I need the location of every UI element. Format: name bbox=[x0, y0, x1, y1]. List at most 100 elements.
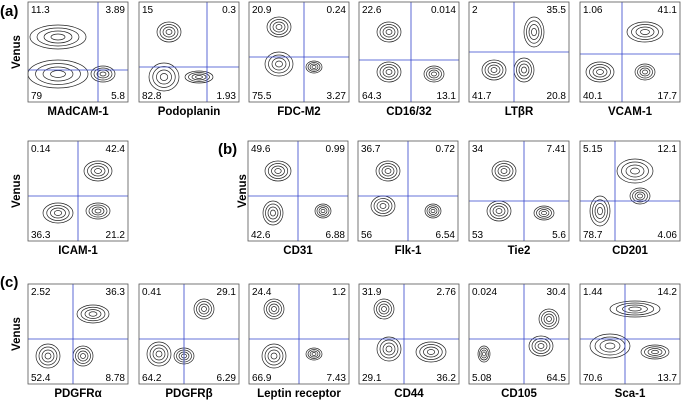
quadrant-value: 2.52 bbox=[31, 287, 51, 298]
contour bbox=[538, 308, 560, 330]
contour bbox=[261, 343, 287, 369]
contour bbox=[484, 62, 504, 78]
contour bbox=[375, 160, 401, 182]
quadrant-value: 75.5 bbox=[252, 91, 272, 102]
quadrant-value: 64.3 bbox=[362, 91, 382, 102]
contour bbox=[264, 160, 292, 182]
quadrant-value: 78.7 bbox=[583, 230, 603, 241]
quadrant-value: 64.5 bbox=[547, 373, 567, 384]
plot-frame bbox=[27, 283, 129, 385]
quadrant-value: 35.5 bbox=[547, 5, 567, 16]
contour bbox=[628, 306, 642, 312]
plot: 20.9 0.24 75.5 3.27 bbox=[248, 1, 350, 103]
plot-frame bbox=[357, 140, 459, 242]
contour bbox=[267, 349, 281, 363]
quadrant-value: 2.76 bbox=[437, 287, 457, 298]
quadrant-value: 22.6 bbox=[362, 5, 382, 16]
quadrant-value: 30.4 bbox=[547, 287, 567, 298]
contour bbox=[274, 168, 282, 174]
contour bbox=[265, 203, 281, 223]
contour bbox=[36, 27, 80, 47]
quadrant-value: 20.9 bbox=[252, 5, 272, 16]
contour bbox=[644, 346, 666, 358]
x-axis-label: ICAM-1 bbox=[58, 245, 98, 257]
contour bbox=[165, 29, 173, 35]
quadrant-value: 12.1 bbox=[658, 144, 678, 155]
contour bbox=[267, 206, 279, 220]
contour bbox=[589, 333, 631, 359]
plot-frame bbox=[468, 140, 570, 242]
quadrant-value: 2 bbox=[472, 5, 478, 16]
y-axis-label: Venus bbox=[11, 174, 23, 208]
contour bbox=[271, 57, 287, 71]
quadrant-value: 6.88 bbox=[326, 230, 346, 241]
plot: 1.44 14.2 70.6 13.7 bbox=[579, 283, 681, 385]
contour bbox=[152, 66, 176, 88]
contour bbox=[87, 163, 109, 179]
contour bbox=[521, 66, 527, 74]
contour bbox=[431, 71, 437, 77]
contour bbox=[72, 345, 94, 367]
contour bbox=[596, 69, 604, 75]
contour bbox=[647, 348, 663, 356]
quadrant-value: 13.7 bbox=[658, 373, 678, 384]
x-axis-label: CD44 bbox=[394, 388, 424, 400]
contour bbox=[196, 301, 212, 317]
contour bbox=[268, 54, 290, 74]
contour bbox=[477, 345, 491, 363]
contour bbox=[35, 343, 61, 369]
quadrant-value: 0.024 bbox=[472, 287, 497, 298]
contour bbox=[309, 63, 319, 71]
contour bbox=[376, 200, 390, 212]
contour bbox=[489, 203, 509, 219]
y-axis-label: Venus bbox=[11, 35, 23, 69]
quadrant-value: 41.1 bbox=[658, 5, 678, 16]
x-axis-label: Podoplanin bbox=[158, 106, 221, 118]
contour bbox=[629, 187, 651, 205]
contour bbox=[193, 298, 215, 320]
contour bbox=[480, 349, 488, 359]
contour bbox=[309, 350, 319, 358]
plot: 5.15 12.1 78.7 4.06 bbox=[579, 140, 681, 242]
quadrant-value: 36.2 bbox=[437, 373, 457, 384]
x-axis-label: LTβR bbox=[505, 106, 534, 118]
contour bbox=[148, 62, 180, 92]
contour bbox=[198, 303, 210, 315]
plot-frame bbox=[579, 140, 681, 242]
contour bbox=[263, 298, 285, 320]
contour bbox=[96, 69, 110, 79]
plot-frame bbox=[468, 283, 570, 385]
contour bbox=[419, 344, 443, 360]
contour bbox=[615, 302, 655, 316]
contour bbox=[94, 168, 102, 174]
plot: 34 7.41 53 5.6 bbox=[468, 140, 570, 242]
y-axis-label: Venus bbox=[11, 317, 23, 351]
contour bbox=[428, 207, 438, 215]
contour bbox=[159, 73, 169, 81]
plot: 49.6 0.99 42.6 6.88 bbox=[247, 140, 349, 242]
contour bbox=[415, 341, 447, 363]
contour bbox=[494, 163, 514, 179]
contour bbox=[311, 65, 317, 69]
contour bbox=[528, 335, 554, 357]
quadrant-value: 66.9 bbox=[252, 373, 272, 384]
quadrant-value: 41.7 bbox=[472, 91, 492, 102]
quadrant-value: 0.41 bbox=[142, 287, 162, 298]
contour bbox=[589, 195, 611, 227]
quadrant-value: 31.9 bbox=[362, 287, 382, 298]
quadrant-value: 5.08 bbox=[472, 373, 492, 384]
contour bbox=[84, 309, 102, 319]
contour bbox=[41, 349, 55, 363]
contour bbox=[500, 168, 508, 174]
contour bbox=[50, 70, 66, 78]
contour bbox=[642, 69, 648, 75]
contour bbox=[270, 352, 278, 360]
quadrant-value: 56 bbox=[361, 230, 373, 241]
quadrant-value: 7.41 bbox=[547, 144, 567, 155]
plot-frame bbox=[138, 283, 240, 385]
contour bbox=[518, 63, 530, 77]
contour bbox=[594, 203, 606, 219]
x-axis-label: CD201 bbox=[612, 245, 648, 257]
contour bbox=[370, 195, 396, 217]
contour bbox=[379, 339, 399, 359]
